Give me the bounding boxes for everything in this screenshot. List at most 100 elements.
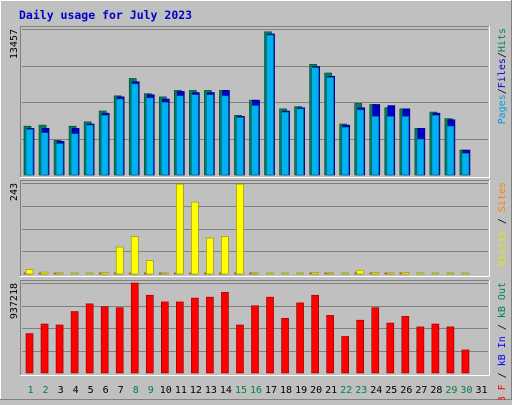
mid-bar-visits — [55, 272, 64, 275]
x-tick-label: 29 — [445, 385, 457, 396]
x-tick-label: 4 — [73, 385, 79, 396]
bot-bar-kb-f — [461, 349, 470, 374]
top-bar-pages — [160, 102, 169, 176]
mid-bar-visits — [206, 237, 214, 275]
x-tick-label: 19 — [295, 385, 307, 396]
x-tick-label: 20 — [310, 385, 322, 396]
mid-bar-visits — [251, 272, 259, 275]
top-bar-pages — [446, 125, 455, 176]
x-tick-label: 10 — [160, 385, 172, 396]
x-tick-label: 7 — [118, 385, 124, 396]
bot-bar-kb-f — [266, 296, 274, 374]
top-right-legend: Pages/Files/Hits — [497, 28, 508, 124]
top-bar-pages — [191, 94, 199, 176]
x-tick-label: 13 — [205, 385, 217, 396]
top-bar-pages — [55, 143, 64, 176]
top-ymax-label: 13457 — [9, 29, 20, 59]
bot-right-legend-part: kB F — [497, 384, 508, 400]
top-bar-pages — [251, 105, 259, 176]
mid-bar-visits — [236, 183, 244, 275]
mid-bar-visits — [296, 272, 304, 275]
mid-right-legend-part: Sites — [497, 182, 508, 212]
bot-bar-kb-f — [145, 294, 154, 374]
top-bar-pages — [70, 133, 79, 176]
mid-bar-visits — [85, 272, 94, 275]
bot-right-legend: kB F / kB In / kB Out — [497, 282, 508, 400]
x-tick-label: 27 — [415, 385, 427, 396]
mid-bar-visits — [371, 272, 380, 275]
top-bar-pages — [266, 34, 274, 176]
top-bar-pages — [85, 124, 94, 176]
bot-bar-kb-f — [160, 301, 169, 374]
mid-bar-visits — [431, 272, 440, 275]
top-bar-pages — [386, 116, 395, 176]
top-bar-pages — [130, 83, 139, 176]
x-tick-label: 2 — [43, 385, 49, 396]
mid-bar-visits — [386, 272, 395, 275]
mid-bar-visits — [446, 272, 455, 275]
bot-bar-kb-f — [85, 303, 94, 374]
mid-bar-visits — [356, 269, 365, 275]
mid-bar-visits — [461, 272, 470, 275]
mid-bar-visits — [40, 271, 49, 275]
mid-bar-visits — [191, 201, 199, 275]
top-bar-pages — [145, 97, 154, 176]
top-bar-pages — [221, 95, 229, 176]
bot-bar-kb-f — [341, 336, 350, 374]
bot-bar-kb-f — [371, 307, 380, 374]
x-tick-label: 8 — [133, 385, 139, 396]
top-bar-pages — [341, 126, 350, 176]
bot-bar-kb-f — [25, 333, 34, 374]
mid-right-legend-part: Visits — [497, 230, 508, 266]
x-tick-label: 31 — [475, 385, 487, 396]
bot-bar-kb-f — [176, 301, 184, 374]
top-right-legend-part: / — [497, 52, 508, 58]
x-tick-label: 1 — [28, 385, 34, 396]
bot-ymax-label: 937218 — [9, 283, 20, 319]
bot-bar-kb-f — [100, 306, 109, 374]
mid-bar-visits — [145, 260, 154, 275]
top-right-legend-part: Files — [497, 58, 508, 88]
mid-right-legend-part: / — [497, 212, 508, 230]
bot-bar-kb-f — [296, 302, 304, 374]
bot-bar-kb-f — [326, 315, 334, 374]
bot-bar-kb-f — [251, 305, 259, 374]
bot-bar-kb-f — [386, 322, 395, 374]
x-tick-label: 30 — [460, 385, 472, 396]
top-bar-pages — [206, 94, 214, 176]
x-tick-label: 18 — [280, 385, 292, 396]
bot-bar-kb-f — [191, 297, 199, 374]
mid-ymax-label: 243 — [9, 183, 20, 201]
x-tick-label: 3 — [58, 385, 64, 396]
top-bar-pages — [461, 153, 470, 176]
x-tick-label: 17 — [265, 385, 277, 396]
bot-bar-kb-f — [311, 294, 319, 374]
top-right-legend-part: Hits — [497, 28, 508, 52]
bot-right-legend-part: / — [497, 318, 508, 336]
bot-bar-kb-f — [221, 292, 229, 374]
mid-bar-visits — [176, 183, 184, 275]
x-tick-label: 5 — [88, 385, 94, 396]
x-tick-label: 22 — [340, 385, 352, 396]
bot-right-legend-part: / — [497, 366, 508, 384]
x-tick-label: 23 — [355, 385, 367, 396]
bot-bar-kb-f — [431, 323, 440, 374]
bot-bar-kb-f — [115, 307, 124, 374]
mid-bar-visits — [25, 269, 34, 275]
top-bar-pages — [371, 116, 380, 176]
bot-bar-kb-f — [401, 316, 410, 374]
x-tick-label: 14 — [220, 385, 232, 396]
x-tick-label: 15 — [235, 385, 247, 396]
top-bar-pages — [431, 115, 440, 176]
mid-bar-visits — [326, 272, 334, 275]
mid-right-legend: Visits / Sites — [497, 182, 508, 266]
mid-bar-visits — [115, 246, 124, 275]
mid-bar-visits — [401, 272, 410, 275]
top-bar-pages — [326, 77, 334, 176]
top-bar-pages — [401, 116, 410, 176]
mid-bar-visits — [70, 272, 79, 275]
top-bar-pages — [40, 132, 49, 176]
x-tick-label: 12 — [190, 385, 202, 396]
bot-bar-kb-f — [446, 326, 455, 374]
